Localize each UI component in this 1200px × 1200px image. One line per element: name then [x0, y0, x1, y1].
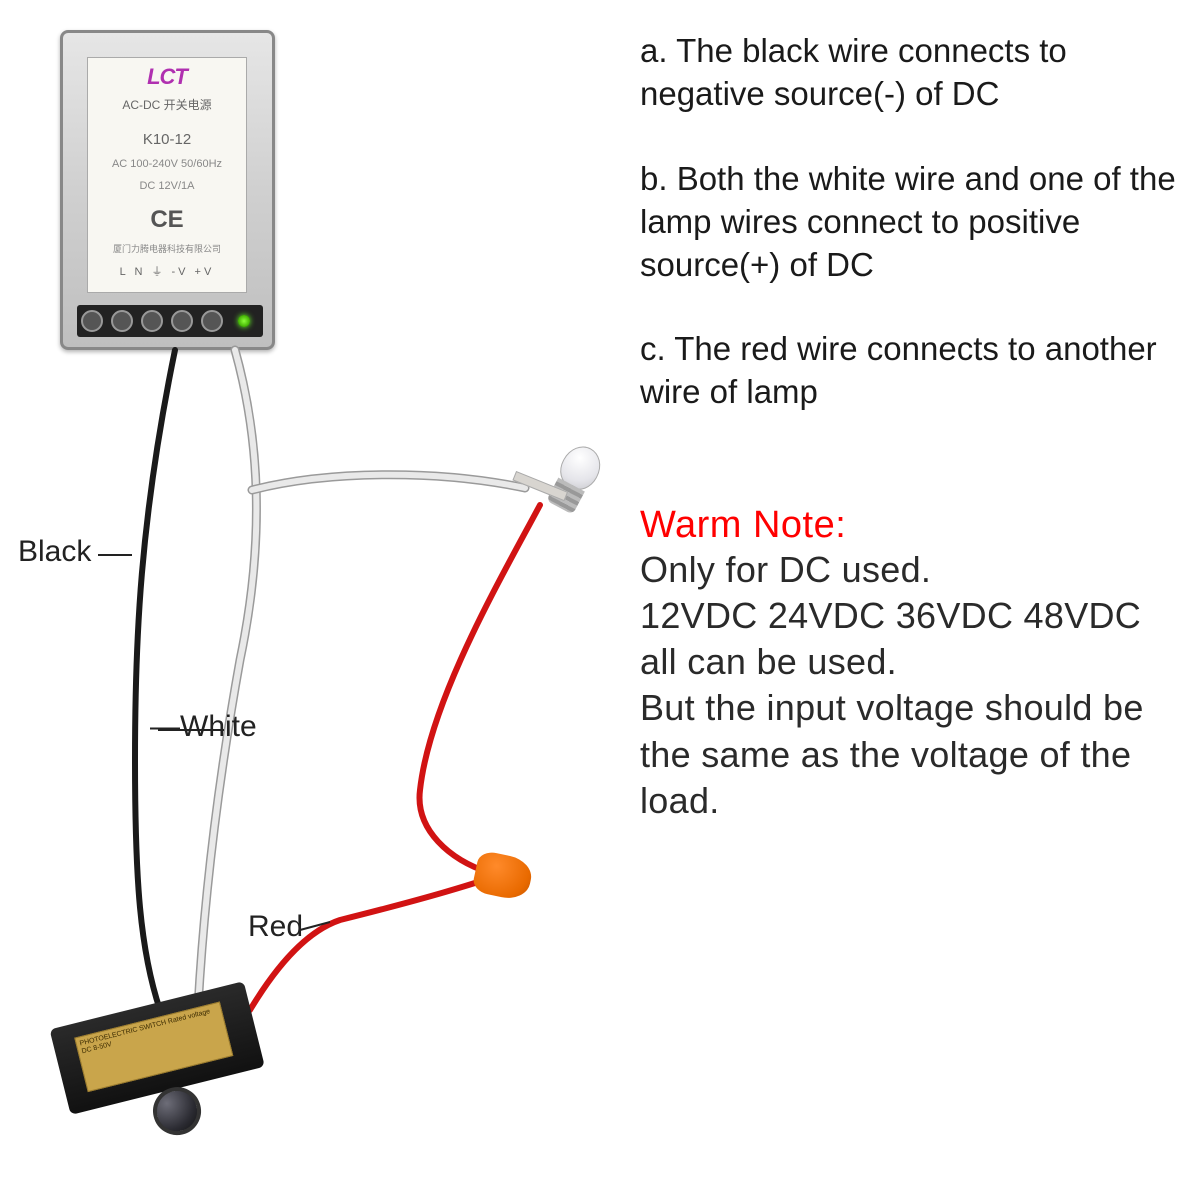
instruction-c: c. The red wire connects to another wire… — [640, 328, 1180, 414]
psu-terminal-legend: L N ⏚ -V +V — [92, 263, 242, 279]
white-wire-to-bulb — [252, 475, 525, 490]
psu-terminal-block — [77, 305, 263, 337]
bulb-lead-wire — [420, 505, 540, 873]
warm-note-body: Only for DC used.12VDC 24VDC 36VDC 48VDC… — [640, 547, 1180, 823]
psu-spec1: AC 100-240V 50/60Hz — [92, 158, 242, 170]
psu-ce-mark: CE — [92, 206, 242, 234]
psu-title: AC-DC 开关电源 — [92, 96, 242, 113]
instruction-b: b. Both the white wire and one of the la… — [640, 158, 1180, 287]
power-supply-unit: LCT AC-DC 开关电源 K10-12 AC 100-240V 50/60H… — [60, 30, 275, 350]
lamp-bulb — [515, 428, 614, 531]
white-wire-label-text: White — [180, 710, 257, 743]
red-wire-label: Red — [248, 910, 303, 944]
psu-spec2: DC 12V/1A — [92, 180, 242, 192]
instruction-a: a. The black wire connects to negative s… — [640, 30, 1180, 116]
instruction-text-area: a. The black wire connects to negative s… — [640, 30, 1180, 824]
psu-label-plate: LCT AC-DC 开关电源 K10-12 AC 100-240V 50/60H… — [87, 57, 247, 293]
red-wire — [250, 878, 490, 1010]
psu-power-led — [238, 315, 250, 327]
psu-model: K10-12 — [92, 131, 242, 148]
sensor-label: PHOTOELECTRIC SWITCH Rated voltage DC 8-… — [74, 1002, 233, 1093]
wire-nut-connector — [471, 850, 535, 903]
photocell-sensor: PHOTOELECTRIC SWITCH Rated voltage DC 8-… — [50, 974, 301, 1141]
white-wire-label: —White — [150, 710, 257, 744]
warm-note-title: Warm Note: — [640, 504, 1180, 547]
sensor-body: PHOTOELECTRIC SWITCH Rated voltage DC 8-… — [50, 981, 265, 1115]
psu-brand: LCT — [92, 64, 242, 90]
white-wire-to-bulb-outline — [252, 475, 525, 490]
psu-manufacturer: 厦门力腾电器科技有限公司 — [92, 242, 242, 255]
red-callout-leader — [300, 922, 330, 930]
black-wire-label: Black — [18, 535, 91, 569]
red-wire-label-text: Red — [248, 910, 303, 943]
black-wire — [135, 350, 175, 1010]
black-wire-label-text: Black — [18, 535, 91, 568]
wiring-diagram: LCT AC-DC 开关电源 K10-12 AC 100-240V 50/60H… — [0, 0, 630, 1200]
